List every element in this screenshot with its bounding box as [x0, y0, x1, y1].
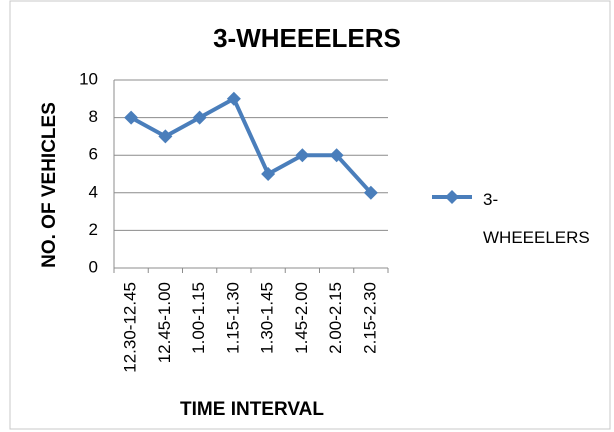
x-tick-label: 1.30-1.45	[258, 282, 277, 354]
x-tick-label: 1.45-2.00	[292, 282, 311, 354]
point-marker	[226, 91, 241, 106]
y-axis-label: NO. OF VEHICLES	[39, 102, 60, 268]
x-tick-label: 2.00-2.15	[326, 282, 345, 354]
x-axis-label: TIME INTERVAL	[180, 399, 324, 420]
point-marker	[158, 129, 173, 144]
chart-border	[9, 0, 611, 430]
y-tick-label: 8	[89, 107, 98, 126]
legend-marker	[445, 190, 459, 204]
x-tick-label: 2.15-2.30	[360, 282, 379, 354]
point-marker	[261, 167, 276, 181]
point-marker	[124, 110, 139, 125]
y-tick-label: 10	[79, 69, 98, 88]
x-tick-label: 1.15-1.30	[223, 282, 242, 354]
point-marker	[363, 185, 378, 200]
x-tick-label: 12.30-12.45	[121, 282, 140, 373]
point-marker	[295, 148, 310, 163]
point-marker	[329, 148, 344, 163]
point-marker	[192, 110, 207, 125]
x-tick-label: 1.00-1.15	[189, 282, 208, 354]
x-tick-label: 12.45-1.00	[155, 282, 174, 363]
y-tick-label: 6	[89, 145, 98, 164]
legend-label: 3-WHEEELERS	[483, 190, 590, 247]
y-tick-label: 0	[89, 257, 98, 276]
chart-title: 3-WHEEELERS	[213, 23, 401, 53]
y-tick-label: 4	[89, 182, 98, 201]
y-tick-label: 2	[89, 220, 98, 239]
